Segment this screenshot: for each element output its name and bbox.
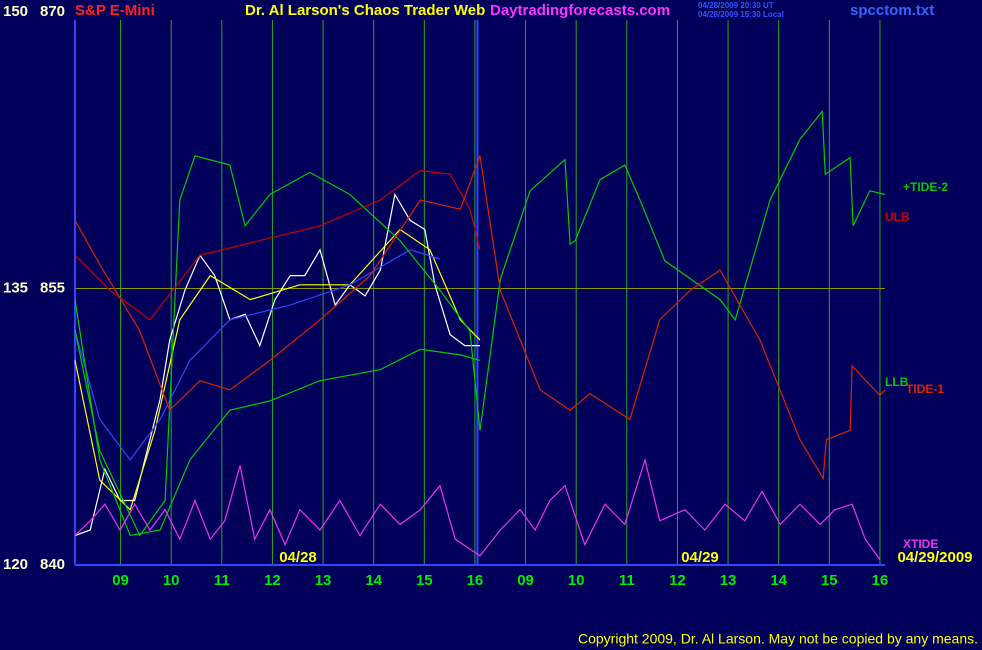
file-name: spcctom.txt [850,2,934,19]
date-label: 04/28 [279,549,317,566]
x-tick-label: 12 [669,572,686,589]
y-tick-label: 840 [40,556,65,573]
chart-title: Dr. Al Larson's Chaos Trader Web [245,2,485,19]
x-tick-label: 15 [821,572,838,589]
x-tick-label: 10 [568,572,585,589]
copyright: Copyright 2009, Dr. Al Larson. May not b… [578,631,978,647]
series-line [74,457,881,560]
series-line [74,109,886,537]
series-line [74,299,481,537]
x-tick-label: 16 [872,572,889,589]
site: Daytradingforecasts.com [490,2,670,19]
series-label: TIDE-1 [906,382,944,396]
timestamp: 04/28/2009 15:30 Local [698,10,784,19]
date-label: 04/29/2009 [897,549,972,566]
instrument: S&P E-Mini [75,2,155,19]
series-label: ULB [885,210,910,224]
series-line [74,192,480,537]
x-tick-label: 12 [264,572,281,589]
y-tick-label: 855 [40,279,65,296]
x-tick-label: 14 [770,572,787,589]
x-tick-label: 09 [112,572,129,589]
series-line [74,155,886,481]
y-tick-label: 870 [40,3,65,20]
x-tick-label: 14 [365,572,382,589]
series-line [74,249,441,461]
series-label: +TIDE-2 [903,180,948,194]
x-tick-label: 16 [467,572,484,589]
x-tick-label: 15 [416,572,433,589]
x-tick-label: 10 [163,572,180,589]
series-line [74,169,481,321]
y2-tick-label: 120 [3,556,28,573]
series-label: XTIDE [903,537,938,551]
series-label: LLB [885,375,909,389]
x-tick-label: 11 [214,572,230,589]
series-line [74,228,481,511]
timestamp: 04/28/2009 20:30 UT [698,1,774,10]
x-tick-label: 13 [315,572,332,589]
x-tick-label: 09 [517,572,534,589]
y2-tick-label: 150 [3,3,28,20]
x-tick-label: 13 [720,572,737,589]
x-tick-label: 11 [619,572,635,589]
date-label: 04/29 [681,549,719,566]
y2-tick-label: 135 [3,279,28,296]
